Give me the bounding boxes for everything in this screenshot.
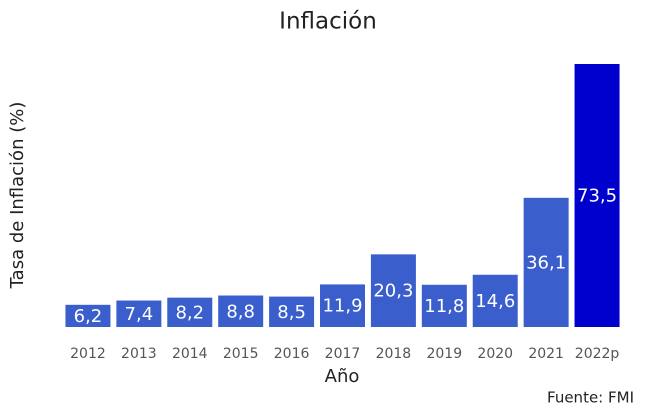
x-tick-label: 2020 (477, 346, 513, 362)
bar (167, 297, 213, 327)
data-label: 8,8 (226, 301, 255, 322)
bar (65, 304, 111, 327)
data-label: 73,5 (577, 186, 617, 207)
bar (523, 197, 569, 327)
data-label: 14,6 (475, 291, 515, 312)
bar (472, 274, 518, 327)
data-label: 20,3 (373, 281, 413, 302)
data-label: 36,1 (526, 252, 566, 273)
bar (116, 300, 162, 327)
x-tick-label: 2022p (575, 346, 620, 362)
bar (370, 254, 416, 327)
x-tick-label: 2013 (121, 346, 157, 362)
x-tick-label: 2016 (274, 346, 310, 362)
bar (421, 284, 467, 327)
source: Fuente: FMI (547, 389, 634, 407)
y-axis-label: Tasa de Inflación (%) (7, 102, 28, 290)
chart-title: Inflación (279, 9, 377, 35)
x-tick-label: 2018 (376, 346, 412, 362)
x-tick-label: 2012 (70, 346, 106, 362)
x-tick-label: 2014 (172, 346, 208, 362)
bar (218, 295, 264, 327)
data-label: 8,5 (277, 302, 306, 323)
data-label: 8,2 (175, 302, 204, 323)
bar (574, 64, 620, 327)
x-tick-label: 2017 (325, 346, 361, 362)
data-label: 6,2 (74, 306, 103, 327)
x-tick-label: 2019 (426, 346, 462, 362)
bar (320, 284, 365, 327)
x-tick-label: 2015 (223, 346, 259, 362)
data-label: 7,4 (125, 304, 154, 325)
x-axis-label: Año (325, 366, 360, 387)
bar (269, 296, 315, 327)
data-label: 11,9 (322, 296, 362, 317)
x-tick-label: 2021 (528, 346, 564, 362)
data-label: 11,8 (424, 296, 464, 317)
